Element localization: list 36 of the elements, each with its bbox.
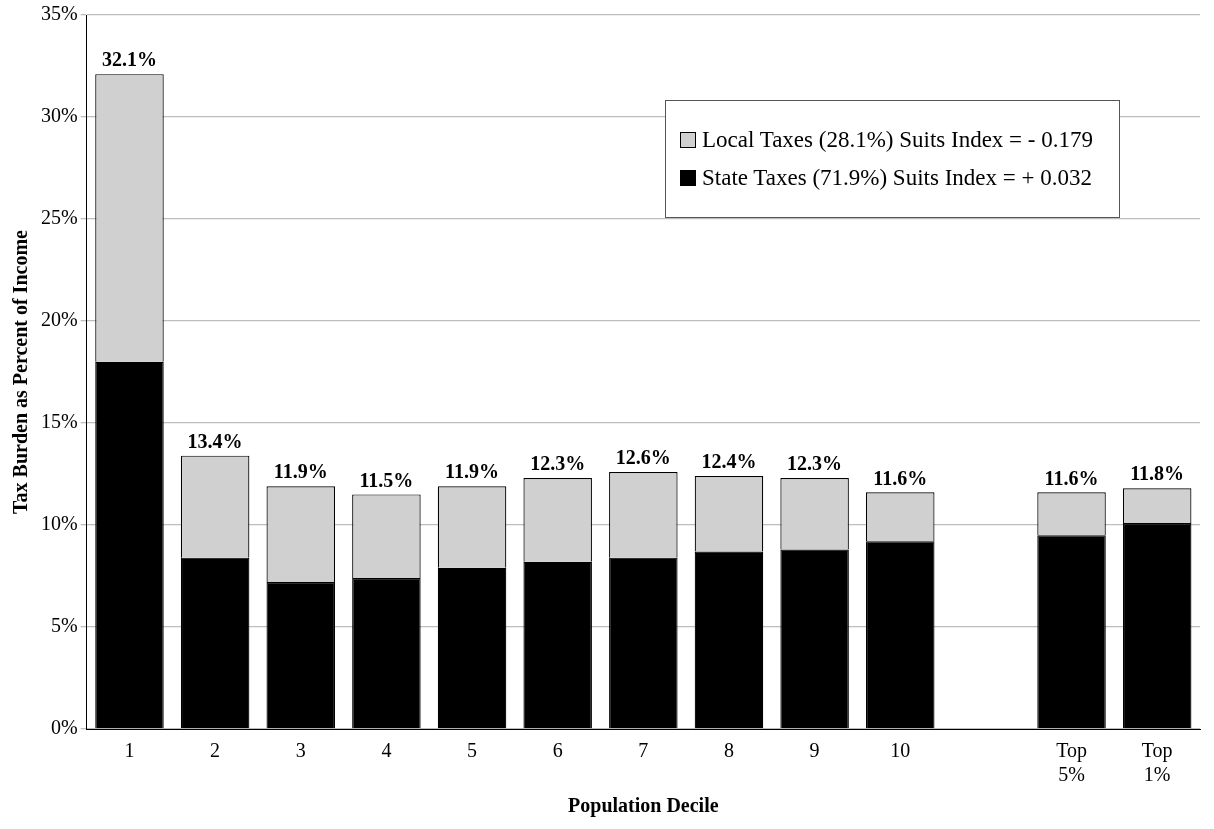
y-tick-label: 35% [40, 2, 78, 25]
x-tick-label: 5 [467, 739, 478, 762]
x-tick-label: 2 [210, 739, 221, 762]
x-tick-label: 3 [295, 739, 306, 762]
x-tick-label: 4 [381, 739, 392, 762]
y-tick-label: 5% [50, 614, 78, 637]
total-label: 11.5% [359, 468, 414, 491]
total-label: 11.8% [1130, 462, 1185, 485]
y-tick-label: 0% [50, 716, 78, 739]
total-label: 11.9% [445, 460, 499, 483]
x-tick-label: 9 [809, 739, 820, 762]
legend-label: State Taxes (71.9%) Suits Index = + 0.032 [702, 165, 1092, 191]
total-label: 32.1% [101, 48, 157, 71]
total-label: 11.9% [273, 460, 328, 483]
total-label: 12.4% [701, 450, 757, 473]
legend-label: Local Taxes (28.1%) Suits Index = - 0.179 [702, 127, 1093, 153]
y-tick-label: 20% [40, 308, 78, 331]
total-label: 11.6% [1044, 466, 1099, 489]
x-axis-title: Population Decile [568, 794, 719, 818]
y-tick-label: 30% [40, 104, 78, 127]
y-tick-label: 10% [40, 512, 78, 535]
y-axis-title: Tax Burden as Percent of Income [9, 229, 32, 514]
x-tick-label: Top 5% [1056, 739, 1087, 786]
total-label: 12.3% [530, 452, 586, 475]
total-label: 13.4% [187, 429, 243, 452]
x-tick-label: 1 [124, 739, 135, 762]
y-tick-label: 25% [40, 206, 78, 229]
total-label: 12.3% [787, 452, 843, 475]
x-tick-label: 7 [638, 739, 649, 762]
total-label: 12.6% [615, 446, 671, 469]
x-tick-label: 8 [723, 739, 734, 762]
total-label: 11.6% [873, 466, 928, 489]
x-tick-label: 10 [890, 739, 911, 762]
y-tick-label: 15% [40, 410, 78, 433]
x-tick-label: 6 [552, 739, 563, 762]
x-tick-label: Top 1% [1141, 739, 1173, 786]
